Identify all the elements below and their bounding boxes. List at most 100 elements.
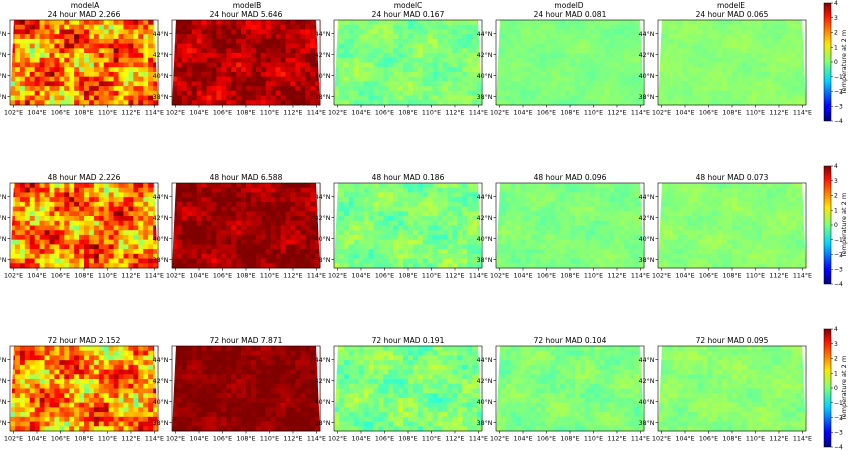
heatmap-cell bbox=[181, 20, 188, 26]
heatmap-cell bbox=[353, 67, 360, 73]
heatmap-cell bbox=[398, 258, 404, 264]
heatmap-cell bbox=[589, 20, 596, 26]
heatmap-cell bbox=[79, 95, 85, 101]
heatmap-cell bbox=[44, 29, 50, 35]
heatmap-cell bbox=[550, 24, 556, 30]
heatmap-cell bbox=[246, 100, 252, 106]
heatmap-cell bbox=[786, 29, 792, 35]
heatmap-cell bbox=[667, 100, 674, 106]
heatmap-cell bbox=[781, 48, 787, 54]
heatmap-cell bbox=[467, 38, 473, 45]
heatmap-cell bbox=[702, 24, 708, 30]
heatmap-cell bbox=[727, 24, 733, 30]
heatmap-cell bbox=[108, 234, 114, 241]
heatmap-cell bbox=[196, 201, 202, 208]
heatmap-cell bbox=[270, 62, 276, 68]
heatmap-cell bbox=[614, 24, 620, 30]
heatmap-cell bbox=[246, 258, 252, 264]
heatmap-cell bbox=[69, 38, 75, 45]
heatmap-cell bbox=[682, 43, 688, 49]
heatmap-cell bbox=[432, 48, 438, 54]
heatmap-cell bbox=[191, 183, 198, 189]
heatmap-cell bbox=[206, 57, 212, 63]
heatmap-cell bbox=[604, 34, 610, 40]
heatmap-cell bbox=[579, 86, 586, 92]
map-edge-mask bbox=[316, 20, 320, 105]
heatmap-cell bbox=[677, 95, 684, 101]
heatmap-cell bbox=[746, 90, 753, 96]
heatmap-cell bbox=[305, 211, 311, 217]
heatmap-cell bbox=[201, 239, 207, 245]
heatmap-cell bbox=[535, 67, 541, 73]
heatmap-cell bbox=[348, 20, 355, 26]
heatmap-cell bbox=[658, 95, 664, 101]
heatmap-cell bbox=[133, 234, 139, 241]
heatmap-cell bbox=[560, 67, 566, 73]
heatmap-cell bbox=[555, 216, 561, 222]
heatmap-cell bbox=[201, 100, 207, 106]
heatmap-cell bbox=[452, 244, 458, 250]
heatmap-cell bbox=[246, 95, 252, 101]
heatmap-cell bbox=[236, 253, 242, 259]
heatmap-cell bbox=[447, 201, 453, 208]
heatmap-cell bbox=[672, 20, 679, 26]
heatmap-cell bbox=[260, 244, 267, 250]
heatmap-cell bbox=[290, 201, 296, 208]
heatmap-cell bbox=[599, 216, 605, 222]
heatmap-cell bbox=[363, 187, 369, 193]
heatmap-cell bbox=[555, 220, 561, 226]
heatmap-cell bbox=[604, 29, 610, 35]
heatmap-cell bbox=[128, 192, 134, 198]
heatmap-cell bbox=[786, 38, 792, 45]
heatmap-cell bbox=[260, 81, 267, 87]
heatmap-cell bbox=[295, 100, 301, 106]
heatmap-cell bbox=[363, 20, 369, 26]
heatmap-cell bbox=[584, 197, 591, 203]
heatmap-cell bbox=[14, 86, 21, 92]
heatmap-cell bbox=[624, 57, 630, 63]
heatmap-cell bbox=[108, 24, 114, 30]
heatmap-cell bbox=[472, 81, 478, 87]
heatmap-cell bbox=[216, 86, 222, 92]
heatmap-cell bbox=[118, 38, 124, 45]
heatmap-cell bbox=[667, 48, 674, 54]
heatmap-cell bbox=[570, 100, 576, 106]
heatmap-cell bbox=[172, 81, 178, 87]
heatmap-cell bbox=[393, 81, 399, 87]
heatmap-cell bbox=[692, 90, 698, 96]
heatmap-cell bbox=[550, 67, 556, 73]
heatmap-cell bbox=[19, 34, 26, 40]
heatmap-cell bbox=[34, 20, 40, 26]
heatmap-cells bbox=[334, 183, 483, 269]
heatmap-cell bbox=[285, 34, 291, 40]
heatmap-cell bbox=[265, 249, 272, 255]
heatmap-cell bbox=[10, 95, 16, 101]
heatmap-cell bbox=[118, 57, 124, 63]
heatmap-cell bbox=[500, 239, 507, 245]
lon-tick-label: 106°E bbox=[213, 272, 232, 280]
heatmap-cell bbox=[108, 220, 114, 226]
heatmap-cell bbox=[594, 24, 600, 30]
heatmap-cell bbox=[64, 100, 70, 106]
heatmap-cell bbox=[196, 53, 202, 59]
heatmap-cell bbox=[310, 197, 316, 203]
heatmap-cell bbox=[462, 206, 468, 212]
heatmap-cell bbox=[496, 220, 502, 226]
heatmap-cell bbox=[604, 239, 610, 245]
heatmap-cell bbox=[176, 183, 183, 189]
heatmap-cell bbox=[19, 220, 26, 226]
heatmap-cell bbox=[260, 43, 267, 49]
heatmap-cell bbox=[128, 48, 134, 54]
heatmap-cell bbox=[412, 206, 419, 212]
heatmap-cell bbox=[270, 187, 276, 193]
heatmap-cell bbox=[138, 48, 144, 54]
heatmap-cell bbox=[74, 100, 80, 106]
heatmap-cell bbox=[69, 244, 75, 250]
heatmap-cell bbox=[378, 263, 384, 269]
heatmap-cell bbox=[639, 71, 645, 78]
heatmap-cell bbox=[634, 100, 640, 106]
heatmap-cell bbox=[143, 57, 149, 63]
heatmap-cell bbox=[49, 86, 55, 92]
heatmap-cell bbox=[118, 187, 124, 193]
heatmap-cell bbox=[206, 183, 212, 189]
